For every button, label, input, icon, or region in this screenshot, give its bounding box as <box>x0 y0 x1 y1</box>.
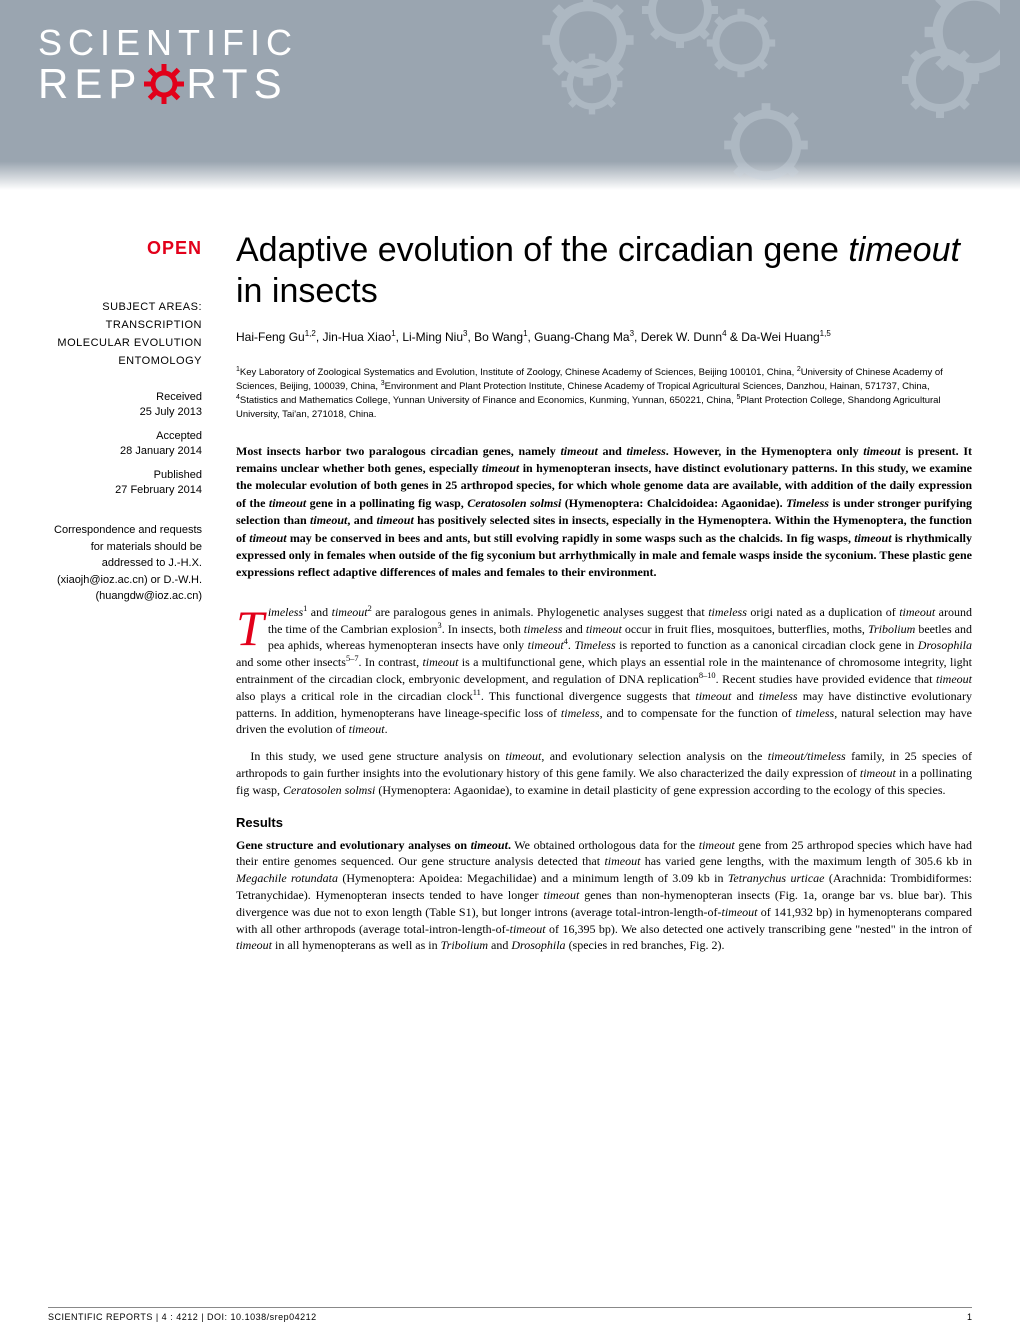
article-title: Adaptive evolution of the circadian gene… <box>236 230 972 312</box>
abstract: Most insects harbor two paralogous circa… <box>236 443 972 582</box>
results-para: Gene structure and evolutionary analyses… <box>236 837 972 955</box>
date-label: Accepted <box>48 430 202 442</box>
correspondence: Correspondence and requests for material… <box>48 522 202 605</box>
authors: Hai-Feng Gu1,2, Jin-Hua Xiao1, Li-Ming N… <box>236 328 972 346</box>
journal-logo: SCIENTIFIC REP RTS <box>38 24 298 106</box>
intro-para-2: In this study, we used gene structure an… <box>236 748 972 798</box>
logo-line2-pre: REP <box>38 62 142 106</box>
open-access-label: OPEN <box>48 238 202 259</box>
dropcap: T <box>236 604 268 650</box>
results-heading: Results <box>236 814 972 832</box>
body-text: Timeless1 and timeout2 are paralogous ge… <box>236 604 972 955</box>
date-label: Received <box>48 391 202 403</box>
subject-areas-heading: SUBJECT AREAS: <box>48 301 202 313</box>
dates-block: Received 25 July 2013 Accepted 28 Januar… <box>48 391 202 496</box>
page-number: 1 <box>967 1312 972 1322</box>
date-received: Received 25 July 2013 <box>48 391 202 418</box>
subject-item: MOLECULAR EVOLUTION <box>48 337 202 349</box>
main-column: Adaptive evolution of the circadian gene… <box>218 230 972 964</box>
logo-line2-post: RTS <box>186 62 287 106</box>
date-value: 25 July 2013 <box>48 406 202 418</box>
date-accepted: Accepted 28 January 2014 <box>48 430 202 457</box>
logo-gear-icon <box>144 64 184 104</box>
subject-item: ENTOMOLOGY <box>48 355 202 367</box>
date-value: 27 February 2014 <box>48 484 202 496</box>
intro-para-1-text: imeless1 and timeout2 are paralogous gen… <box>236 605 972 737</box>
title-pre: Adaptive evolution of the circadian gene <box>236 231 848 269</box>
footer-citation: SCIENTIFIC REPORTS | 4 : 4212 | DOI: 10.… <box>48 1312 317 1322</box>
subject-item: TRANSCRIPTION <box>48 319 202 331</box>
date-label: Published <box>48 469 202 481</box>
logo-line1: SCIENTIFIC <box>38 24 298 62</box>
content: OPEN SUBJECT AREAS: TRANSCRIPTION MOLECU… <box>0 190 1020 988</box>
title-italic: timeout <box>848 231 960 269</box>
date-published: Published 27 February 2014 <box>48 469 202 496</box>
date-value: 28 January 2014 <box>48 445 202 457</box>
footer: SCIENTIFIC REPORTS | 4 : 4212 | DOI: 10.… <box>48 1307 972 1322</box>
sidebar: OPEN SUBJECT AREAS: TRANSCRIPTION MOLECU… <box>48 230 218 964</box>
affiliations: 1Key Laboratory of Zoological Systematic… <box>236 366 972 423</box>
logo-line2: REP RTS <box>38 62 298 106</box>
header-gears-decor <box>480 0 1000 180</box>
intro-para-1: Timeless1 and timeout2 are paralogous ge… <box>236 604 972 738</box>
header-band: SCIENTIFIC REP RTS <box>0 0 1020 190</box>
title-post: in insects <box>236 272 378 310</box>
